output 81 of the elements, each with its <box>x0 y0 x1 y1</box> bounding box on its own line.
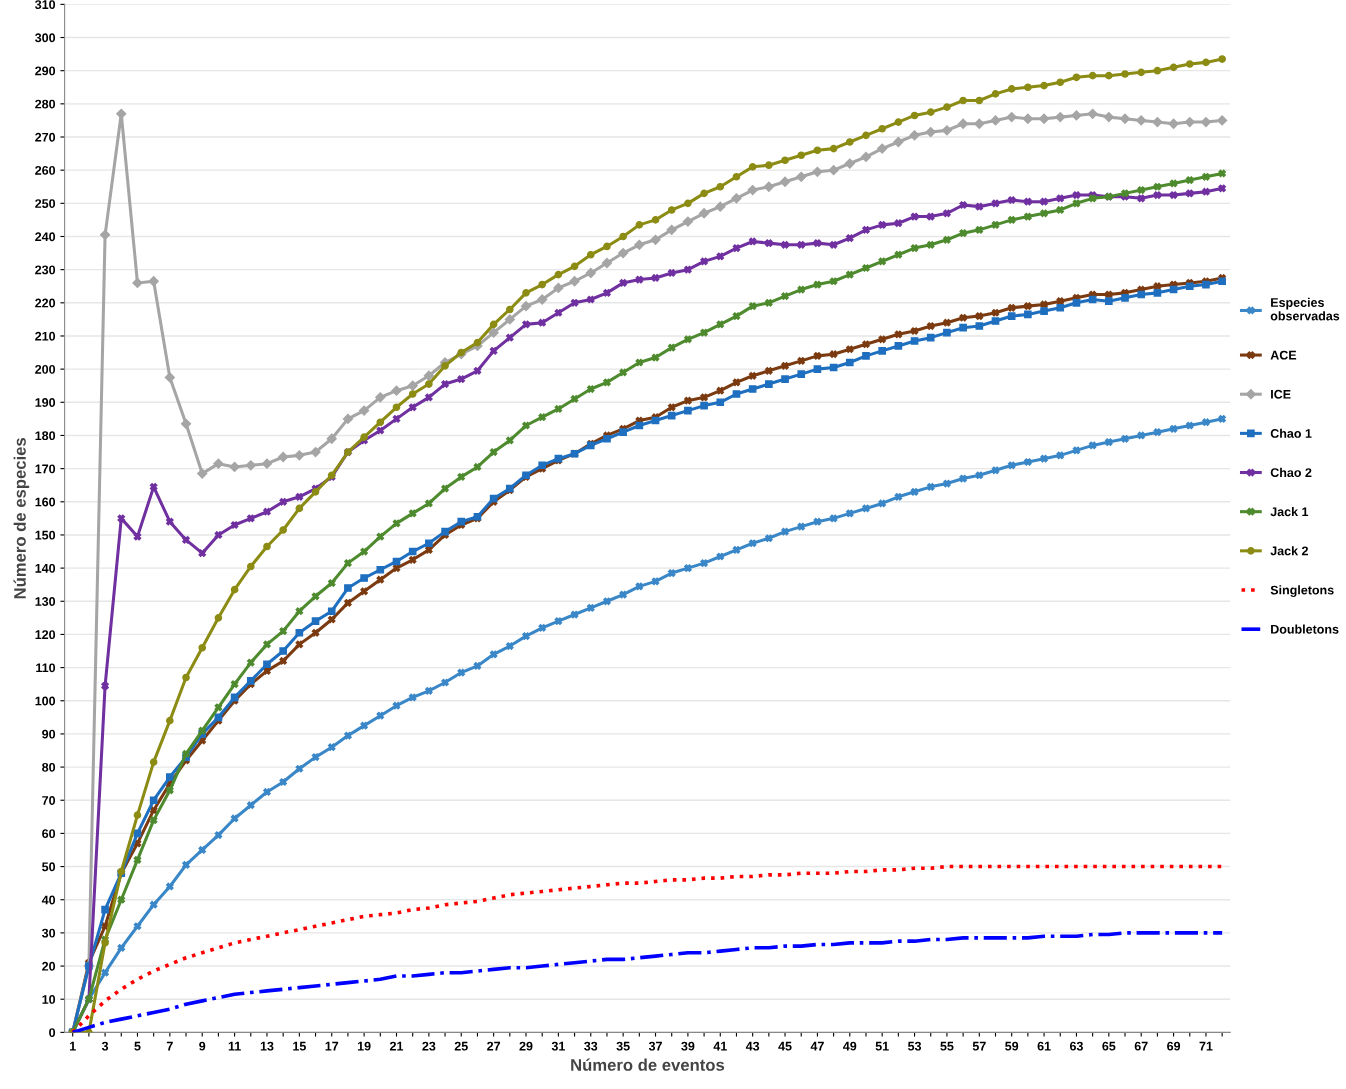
x-tick-label: 33 <box>584 1041 598 1051</box>
y-tick-label: 210 <box>35 331 56 341</box>
x-tick-label: 49 <box>843 1041 857 1051</box>
legend-label: Chao 1 <box>1270 428 1312 438</box>
legend-label: Especies observadas <box>1270 297 1340 321</box>
y-tick-label: 80 <box>42 762 56 772</box>
legend-label: ACE <box>1270 350 1297 360</box>
x-tick-label: 17 <box>325 1041 339 1051</box>
x-tick-label: 23 <box>422 1041 436 1051</box>
x-tick-label: 65 <box>1102 1041 1116 1051</box>
x-axis-title: Número de eventos <box>571 1058 725 1071</box>
legend-label: ICE <box>1271 389 1291 399</box>
x-tick-label: 53 <box>907 1041 922 1051</box>
y-tick-label: 10 <box>42 995 56 1004</box>
x-tick-label: 13 <box>260 1041 274 1051</box>
x-tick-label: 67 <box>1134 1041 1148 1051</box>
x-tick-label: 25 <box>454 1041 468 1051</box>
y-tick-label: 170 <box>35 464 56 474</box>
y-tick-label: 40 <box>41 895 56 905</box>
y-tick-label: 90 <box>42 729 56 739</box>
x-tick-label: 51 <box>875 1041 889 1051</box>
y-tick-label: 150 <box>35 530 56 540</box>
x-tick-label: 9 <box>199 1041 206 1051</box>
y-tick-label: 140 <box>35 563 56 573</box>
line-series <box>70 931 1224 1033</box>
x-tick-label: 71 <box>1199 1041 1213 1051</box>
y-tick-label: 200 <box>35 364 56 374</box>
legend-label: Chao 2 <box>1270 467 1312 478</box>
y-tick-label: 290 <box>35 66 56 76</box>
x-tick-label: 55 <box>940 1041 954 1051</box>
x-tick-label: 37 <box>648 1041 662 1051</box>
y-tick-label: 110 <box>36 663 56 673</box>
x-tick-label: 43 <box>745 1041 760 1051</box>
x-tick-label: 21 <box>389 1041 404 1051</box>
x-tick-label: 7 <box>166 1041 173 1051</box>
x-tick-label: 47 <box>810 1041 824 1051</box>
y-tick-label: 70 <box>42 796 56 805</box>
x-tick-label: 31 <box>551 1041 565 1051</box>
y-tick-label: 100 <box>35 696 56 706</box>
y-tick-label: 270 <box>35 132 56 142</box>
x-tick-label: 3 <box>101 1041 109 1051</box>
x-tick-label: 1 <box>70 1041 76 1051</box>
y-tick-label: 240 <box>35 232 56 242</box>
x-tick-label: 35 <box>616 1041 630 1051</box>
x-tick-label: 27 <box>487 1041 501 1051</box>
x-tick-label: 61 <box>1037 1041 1051 1051</box>
y-tick-label: 250 <box>35 199 56 208</box>
x-tick-label: 15 <box>293 1041 306 1051</box>
x-tick-label: 41 <box>713 1041 727 1051</box>
y-tick-label: 130 <box>35 597 56 606</box>
y-tick-label: 190 <box>35 398 56 407</box>
line-series <box>70 864 1224 1033</box>
y-tick-label: 220 <box>35 298 56 308</box>
x-tick-label: 69 <box>1167 1041 1181 1051</box>
y-tick-label: 0 <box>49 1028 56 1038</box>
y-tick-label: 60 <box>42 829 56 839</box>
y-tick-label: 20 <box>42 961 56 971</box>
y-tick-label: 230 <box>35 265 56 275</box>
legend-label: Jack 1 <box>1270 506 1309 517</box>
legend-label: Jack 2 <box>1270 546 1308 556</box>
x-tick-label: 45 <box>778 1041 792 1051</box>
x-tick-label: 59 <box>1005 1041 1019 1051</box>
y-tick-label: 280 <box>35 99 56 109</box>
x-tick-label: 29 <box>519 1041 533 1051</box>
legend-label: Doubletons <box>1271 624 1339 634</box>
y-tick-label: 180 <box>35 431 56 441</box>
y-tick-label: 310 <box>35 0 56 10</box>
y-axis-title: Número de especies <box>13 437 30 599</box>
legend-label: Singletons <box>1270 585 1334 598</box>
x-tick-label: 63 <box>1069 1041 1083 1051</box>
x-tick-label: 19 <box>357 1041 371 1051</box>
y-tick-label: 160 <box>35 497 56 507</box>
x-tick-label: 57 <box>972 1041 986 1051</box>
x-tick-label: 39 <box>681 1041 695 1051</box>
y-tick-label: 260 <box>35 165 56 175</box>
y-tick-label: 300 <box>35 33 56 43</box>
y-tick-label: 50 <box>42 862 56 872</box>
y-tick-label: 30 <box>41 928 56 938</box>
x-tick-label: 11 <box>228 1041 241 1051</box>
y-tick-label: 120 <box>35 630 56 640</box>
x-tick-label: 5 <box>134 1041 141 1051</box>
